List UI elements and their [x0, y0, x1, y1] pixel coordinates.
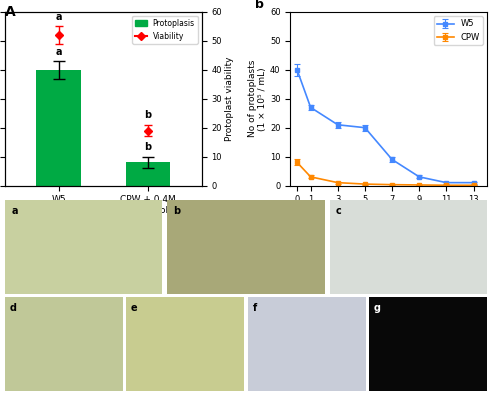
Legend: W5, CPW: W5, CPW: [433, 16, 483, 45]
Bar: [125, 162, 170, 186]
Y-axis label: No of protoplasts
(1 × 10⁵ / mL): No of protoplasts (1 × 10⁵ / mL): [248, 60, 267, 137]
Text: a: a: [55, 47, 62, 57]
Text: A: A: [5, 5, 16, 19]
Text: b: b: [255, 0, 264, 12]
X-axis label: Time (day): Time (day): [363, 207, 415, 217]
Text: a: a: [11, 206, 18, 216]
Text: b: b: [174, 206, 181, 216]
Bar: [36, 70, 81, 186]
Legend: Protoplasis, Viability: Protoplasis, Viability: [132, 16, 198, 44]
Text: c: c: [336, 206, 341, 216]
Text: f: f: [252, 303, 257, 313]
Text: e: e: [131, 303, 138, 313]
Text: b: b: [145, 111, 152, 120]
Text: g: g: [374, 303, 381, 313]
Text: d: d: [10, 303, 17, 313]
Text: a: a: [55, 12, 62, 22]
Y-axis label: Protoplast viability: Protoplast viability: [225, 57, 234, 141]
Text: b: b: [145, 142, 152, 152]
